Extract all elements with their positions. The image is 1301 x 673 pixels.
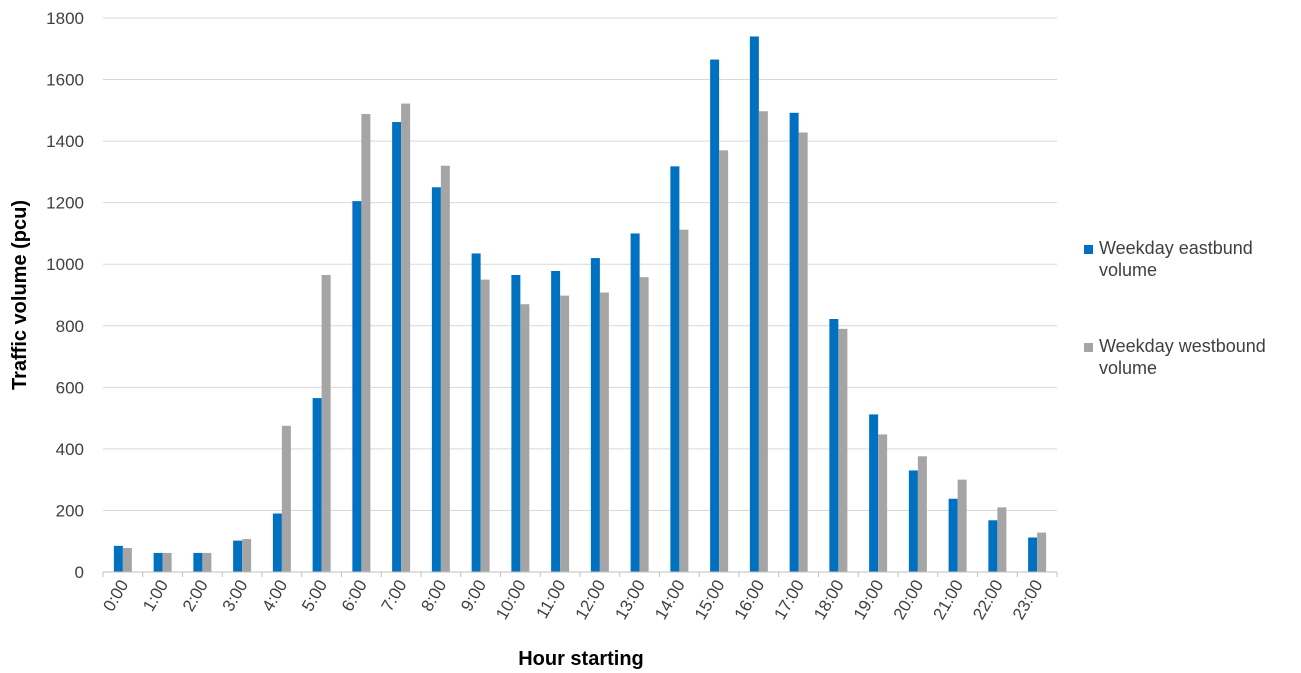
bar-eastbound bbox=[1028, 537, 1038, 572]
bar-eastbound bbox=[710, 59, 720, 573]
y-tick-label: 0 bbox=[75, 563, 84, 582]
y-tick-label: 1000 bbox=[46, 255, 84, 274]
bar-westbound bbox=[401, 103, 411, 572]
x-tick-label: 10:00 bbox=[492, 577, 530, 623]
bar-westbound bbox=[838, 328, 848, 572]
x-tick-label: 22:00 bbox=[969, 577, 1007, 623]
bar-eastbound bbox=[113, 545, 123, 572]
legend-label: volume bbox=[1099, 260, 1157, 280]
bar-westbound bbox=[719, 150, 729, 572]
x-tick-label: 23:00 bbox=[1009, 577, 1047, 623]
x-tick-label: 14:00 bbox=[651, 577, 689, 623]
x-tick-label: 5:00 bbox=[298, 577, 331, 615]
bar-westbound bbox=[878, 434, 888, 572]
y-tick-label: 1400 bbox=[46, 132, 84, 151]
x-tick-label: 13:00 bbox=[611, 577, 649, 623]
bar-westbound bbox=[162, 552, 172, 572]
bar-eastbound bbox=[789, 112, 799, 572]
bar-westbound bbox=[122, 547, 132, 572]
y-tick-label: 1600 bbox=[46, 71, 84, 90]
bars bbox=[113, 36, 1047, 573]
bar-eastbound bbox=[153, 552, 163, 572]
bar-westbound bbox=[480, 279, 490, 572]
bar-westbound bbox=[917, 456, 927, 572]
bar-eastbound bbox=[829, 319, 839, 572]
x-axis-title: Hour starting bbox=[518, 648, 644, 670]
y-tick-label: 800 bbox=[56, 317, 84, 336]
bar-eastbound bbox=[670, 166, 680, 573]
bar-eastbound bbox=[908, 470, 918, 572]
x-tick-label: 2:00 bbox=[179, 577, 212, 615]
bar-westbound bbox=[242, 539, 252, 572]
bar-eastbound bbox=[551, 270, 561, 572]
bar-eastbound bbox=[233, 540, 243, 572]
x-tick-label: 12:00 bbox=[572, 577, 610, 623]
y-tick-label: 400 bbox=[56, 440, 84, 459]
x-tick-label: 1:00 bbox=[139, 577, 172, 615]
x-tick-label: 16:00 bbox=[731, 577, 769, 623]
bar-eastbound bbox=[948, 498, 958, 572]
bar-eastbound bbox=[590, 258, 600, 572]
bar-westbound bbox=[560, 295, 570, 572]
x-tick-label: 15:00 bbox=[691, 577, 729, 623]
bar-westbound bbox=[798, 132, 808, 572]
bar-westbound bbox=[1037, 532, 1047, 572]
bar-eastbound bbox=[312, 398, 322, 572]
x-tick-label: 6:00 bbox=[338, 577, 371, 615]
x-tick-label: 20:00 bbox=[890, 577, 928, 623]
bar-westbound bbox=[520, 304, 530, 572]
legend-label: Weekday eastbund bbox=[1099, 238, 1253, 258]
x-tick-label: 17:00 bbox=[770, 577, 808, 623]
bar-eastbound bbox=[630, 233, 640, 572]
bar-westbound bbox=[957, 479, 967, 572]
x-tick-label: 11:00 bbox=[532, 577, 569, 622]
x-tick-label: 0:00 bbox=[99, 577, 132, 615]
x-tick-label: 7:00 bbox=[378, 577, 411, 615]
y-tick-label: 1200 bbox=[46, 194, 84, 213]
bar-westbound bbox=[361, 114, 371, 572]
legend-label: volume bbox=[1099, 358, 1157, 378]
y-tick-label: 600 bbox=[56, 378, 84, 397]
bar-eastbound bbox=[869, 414, 879, 572]
x-tick-label: 3:00 bbox=[219, 577, 252, 615]
bar-westbound bbox=[281, 425, 291, 572]
y-axis-title: Traffic volume (pcu) bbox=[9, 200, 31, 390]
legend-label: Weekday westbound bbox=[1099, 336, 1266, 356]
bar-westbound bbox=[639, 277, 649, 572]
bar-eastbound bbox=[431, 187, 441, 572]
bar-eastbound bbox=[988, 520, 998, 572]
gridlines bbox=[103, 17, 1057, 511]
bar-westbound bbox=[599, 292, 609, 572]
bar-westbound bbox=[440, 165, 450, 572]
bar-eastbound bbox=[749, 36, 759, 572]
bar-eastbound bbox=[272, 513, 282, 572]
x-tick-label: 19:00 bbox=[850, 577, 888, 623]
y-tick-label: 200 bbox=[56, 501, 84, 520]
x-tick-label: 4:00 bbox=[258, 577, 291, 615]
bar-westbound bbox=[321, 274, 331, 572]
x-tick-label: 21:00 bbox=[929, 577, 967, 623]
bar-westbound bbox=[679, 229, 689, 573]
bar-westbound bbox=[202, 552, 212, 572]
y-tick-label: 1800 bbox=[46, 9, 84, 28]
bar-eastbound bbox=[471, 253, 481, 572]
x-tick-label: 8:00 bbox=[417, 577, 450, 615]
legend-swatch bbox=[1084, 245, 1093, 254]
bar-eastbound bbox=[193, 552, 203, 572]
legend-swatch bbox=[1084, 343, 1093, 352]
bar-eastbound bbox=[352, 201, 362, 572]
x-tick-label: 18:00 bbox=[810, 577, 848, 623]
bar-westbound bbox=[758, 111, 768, 573]
x-tick-label: 9:00 bbox=[457, 577, 490, 615]
bar-eastbound bbox=[392, 122, 402, 572]
bar-westbound bbox=[997, 507, 1007, 572]
bar-eastbound bbox=[511, 274, 521, 572]
